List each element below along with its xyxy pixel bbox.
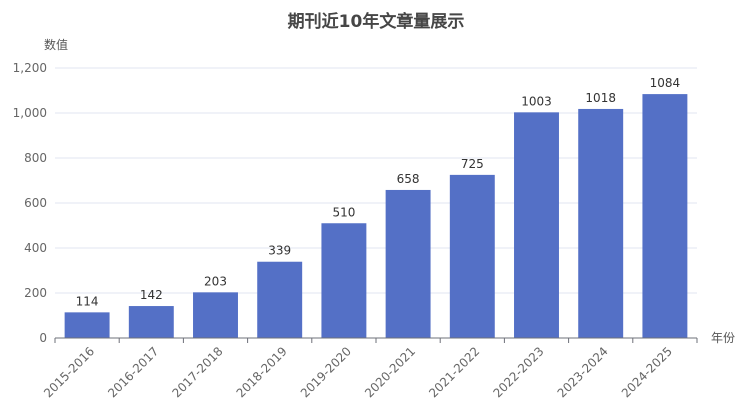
data-label: 1084 <box>650 76 681 90</box>
data-label: 142 <box>140 288 163 302</box>
data-label: 339 <box>268 244 291 258</box>
bar-2023-2024[interactable] <box>578 108 624 338</box>
bar-2018-2019[interactable] <box>257 261 303 338</box>
bar-2024-2025[interactable] <box>642 94 688 338</box>
y-tick-label: 800 <box>24 151 47 165</box>
y-tick-label: 1,200 <box>13 61 47 75</box>
data-label: 510 <box>332 205 355 219</box>
data-label: 1018 <box>585 91 616 105</box>
bars <box>64 94 688 338</box>
bar-2015-2016[interactable] <box>64 312 110 338</box>
bar-2022-2023[interactable] <box>514 112 559 338</box>
x-tick-label: 2024-2025 <box>619 344 675 400</box>
chart-title: 期刊近10年文章量展示 <box>288 11 465 32</box>
y-tick-label: 400 <box>24 241 47 255</box>
data-label: 1003 <box>521 94 552 108</box>
x-axis-label: 年份 <box>711 331 735 345</box>
x-tick-label: 2023-2024 <box>555 344 611 400</box>
x-tick-label: 2019-2020 <box>298 344 354 400</box>
bar-2020-2021[interactable] <box>385 189 431 338</box>
y-tick-label: 0 <box>39 331 47 345</box>
data-label: 725 <box>461 157 484 171</box>
x-tick-label: 2018-2019 <box>234 344 290 400</box>
bar-2017-2018[interactable] <box>193 292 238 338</box>
x-axis: 2015-2016 2016-2017 2017-2018 2018-2019 2019… <box>41 337 698 400</box>
data-label: 114 <box>76 294 99 308</box>
x-tick-label: 2020-2021 <box>362 344 418 400</box>
x-tick-label: 2021-2022 <box>426 344 482 400</box>
data-label: 203 <box>204 274 227 288</box>
data-labels: 114 142 203 339 510 658 725 1003 1018 1084 <box>76 76 681 308</box>
y-axis: 0 200 400 600 800 1,000 1,200 <box>13 61 47 345</box>
y-tick-label: 600 <box>24 196 47 210</box>
x-tick-label: 2015-2016 <box>41 344 97 400</box>
x-tick-label: 2017-2018 <box>169 344 225 400</box>
y-tick-label: 1,000 <box>13 106 47 120</box>
bar-2019-2020[interactable] <box>321 223 367 338</box>
bar-2016-2017[interactable] <box>128 306 174 338</box>
data-label: 658 <box>397 172 420 186</box>
y-tick-label: 200 <box>24 286 47 300</box>
x-tick-label: 2022-2023 <box>490 344 546 400</box>
y-axis-label: 数值 <box>44 37 68 52</box>
bar-2021-2022[interactable] <box>449 174 495 338</box>
x-tick-label: 2016-2017 <box>105 344 161 400</box>
